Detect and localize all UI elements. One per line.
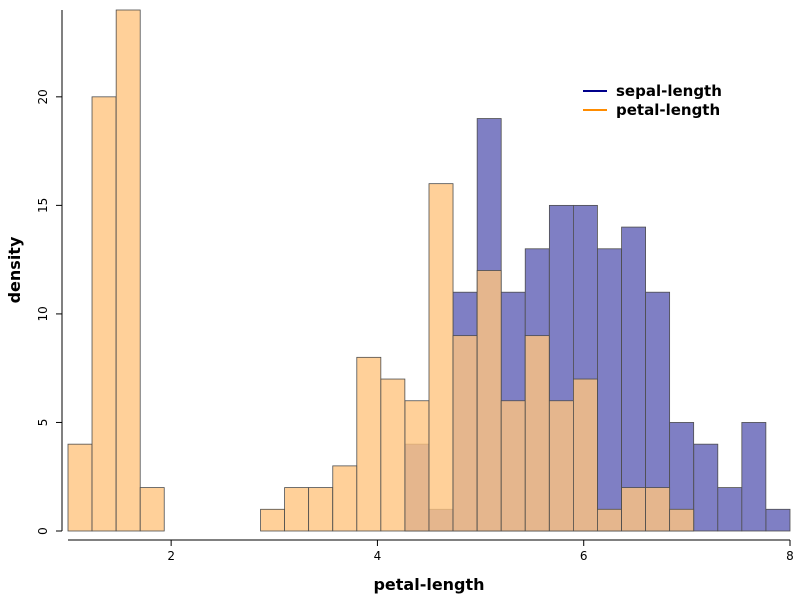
y-tick-label: 0 [36, 527, 50, 535]
y-axis-title: density [5, 236, 24, 303]
x-tick-label: 4 [374, 549, 382, 563]
bar-petal-length-9 [284, 487, 310, 532]
x-tick-label: 2 [167, 549, 175, 563]
bar-petal-length-2 [115, 9, 141, 532]
legend-label-petal-length: petal-length [616, 101, 720, 119]
x-axis-ticks: 2 4 6 8 [167, 540, 794, 563]
bar-petal-length-19 [524, 335, 550, 532]
bar-petal-length-25 [669, 508, 695, 532]
bar-petal-length-14 [404, 400, 430, 532]
bar-petal-length-10 [308, 487, 334, 532]
y-tick-label: 5 [36, 419, 50, 427]
bar-petal-length-18 [500, 400, 526, 532]
bar-sepal-length-13 [717, 487, 743, 532]
bar-petal-length-1 [91, 96, 117, 532]
y-tick-label: 20 [36, 89, 50, 104]
bar-petal-length-20 [548, 400, 574, 532]
bar-petal-length-0 [67, 443, 93, 532]
bar-petal-length-24 [645, 487, 671, 532]
bar-petal-length-15 [428, 183, 454, 532]
bar-sepal-length-14 [741, 422, 767, 532]
bar-petal-length-12 [356, 356, 382, 532]
legend: sepal-length petal-length [583, 82, 722, 119]
bar-petal-length-16 [452, 335, 478, 532]
bar-petal-length-13 [380, 378, 406, 532]
y-axis-ticks: 0 5 10 15 20 [36, 89, 62, 535]
bar-petal-length-21 [573, 378, 598, 532]
bar-petal-length-23 [621, 487, 647, 532]
bar-petal-length-8 [260, 508, 286, 532]
legend-label-sepal-length: sepal-length [616, 82, 722, 100]
x-axis-title: petal-length [373, 575, 484, 594]
x-tick-label: 6 [580, 549, 588, 563]
y-tick-label: 15 [36, 198, 50, 213]
x-tick-label: 8 [786, 549, 794, 563]
bar-sepal-length-12 [693, 443, 719, 532]
bar-sepal-length-8 [597, 248, 622, 532]
bar-petal-length-22 [597, 508, 622, 532]
bar-sepal-length-9 [621, 226, 647, 532]
petal-length-bars [67, 9, 695, 532]
bar-petal-length-17 [476, 270, 502, 532]
bar-petal-length-3 [139, 487, 165, 532]
y-tick-label: 10 [36, 306, 50, 321]
bar-petal-length-11 [332, 465, 358, 532]
bar-sepal-length-15 [765, 508, 791, 532]
